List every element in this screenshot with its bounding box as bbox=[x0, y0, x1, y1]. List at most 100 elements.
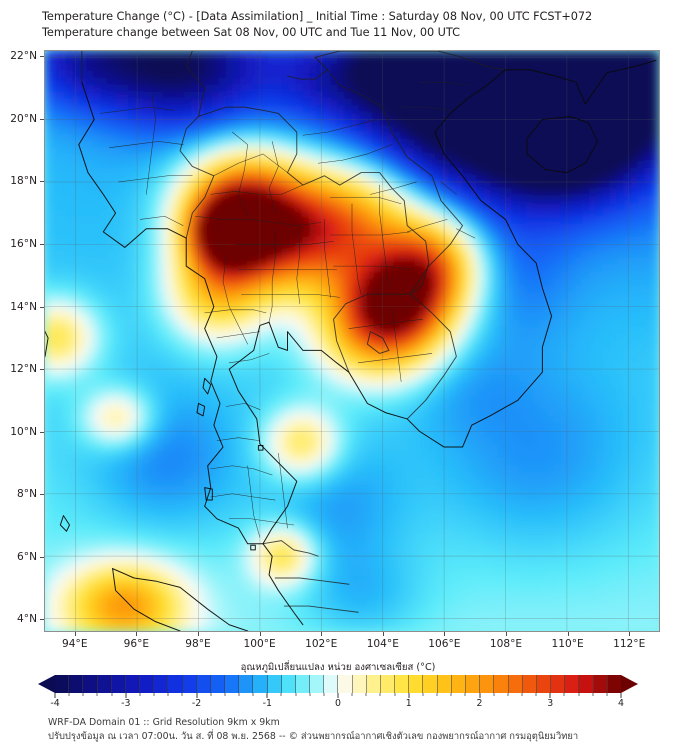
colorbar-major-tick bbox=[125, 693, 127, 698]
th-prov-n3 bbox=[195, 215, 322, 226]
y-axis-label: 12°N bbox=[10, 363, 37, 376]
th-prov-c4 bbox=[222, 256, 248, 345]
viet-prov-1 bbox=[440, 181, 457, 195]
colorbar-major-tick bbox=[549, 693, 551, 698]
colorbar-tick-label: -4 bbox=[50, 698, 60, 709]
th-prov-s7 bbox=[247, 465, 261, 538]
x-axis-label: 98°E bbox=[185, 638, 211, 650]
colorbar-minor-tick bbox=[111, 693, 113, 696]
colorbar-band bbox=[423, 675, 438, 693]
colorbar-band bbox=[154, 675, 169, 693]
colorbar-minor-tick bbox=[139, 693, 141, 696]
temperature-anomaly-heatmap bbox=[45, 51, 659, 631]
mm-prov-2 bbox=[109, 141, 184, 148]
cambodia-vietnam-border bbox=[406, 293, 457, 420]
y-axis-label: 10°N bbox=[10, 425, 37, 438]
colorbar-minor-tick bbox=[309, 693, 311, 696]
mm-prov-3 bbox=[118, 175, 193, 183]
y-axis-label: 16°N bbox=[10, 238, 37, 250]
title-line-1: Temperature Change (°C) - [Data Assimila… bbox=[42, 10, 593, 23]
colorbar-minor-tick bbox=[252, 693, 254, 696]
colorbar-major-tick bbox=[196, 693, 197, 698]
colorbar-minor-tick bbox=[464, 693, 466, 696]
th-prov-e3 bbox=[379, 184, 390, 289]
my-state-1 bbox=[274, 577, 350, 585]
x-axis-tick bbox=[136, 632, 138, 636]
th-prov-c6 bbox=[296, 225, 301, 304]
th-prov-s5 bbox=[210, 493, 276, 501]
x-axis-label: 96°E bbox=[123, 638, 150, 650]
x-axis-label: 106°E bbox=[428, 638, 461, 650]
y-axis-tick bbox=[40, 556, 44, 558]
thailand-malaysia-border bbox=[262, 540, 319, 557]
th-prov-s2 bbox=[225, 403, 261, 410]
langkawi-island bbox=[250, 544, 256, 551]
colorbar-major-tick bbox=[479, 693, 480, 698]
my-state-2 bbox=[283, 605, 359, 613]
colorbar-band bbox=[253, 675, 268, 693]
colorbar-minor-tick bbox=[493, 693, 495, 696]
south-china-coast bbox=[505, 59, 657, 105]
y-axis-label: 4°N bbox=[17, 613, 37, 626]
colorbar-minor-tick bbox=[280, 693, 282, 696]
colorbar-minor-tick bbox=[82, 693, 84, 696]
myanmar-thailand-border bbox=[179, 106, 264, 239]
heatmap-cells bbox=[45, 51, 659, 631]
th-prov-s1 bbox=[228, 353, 270, 364]
y-axis-label: 22°N bbox=[10, 50, 37, 63]
colorbar-minor-tick bbox=[450, 693, 452, 696]
colorbar-minor-tick bbox=[323, 693, 325, 696]
th-prov-e4 bbox=[330, 197, 402, 205]
colorbar-band bbox=[366, 675, 381, 693]
colorbar-band bbox=[196, 675, 211, 693]
colorbar-major-tick bbox=[620, 693, 622, 698]
y-axis-tick bbox=[40, 118, 44, 120]
x-axis-tick bbox=[321, 632, 323, 636]
laos-prov-2 bbox=[317, 144, 393, 164]
colorbar-band bbox=[451, 675, 466, 693]
th-prov-e2 bbox=[351, 203, 362, 295]
myanmar-thailand-west-coast bbox=[78, 81, 304, 626]
colorbar-band bbox=[551, 675, 566, 693]
footer-line-2: ปรับปรุงข้อมูล ณ เวลา 07:00น. วัน ส. ที่… bbox=[48, 731, 579, 742]
colorbar-minor-tick bbox=[96, 693, 98, 696]
viet-prov-4 bbox=[400, 106, 451, 111]
y-axis-label: 20°N bbox=[10, 112, 37, 125]
colorbar-minor-tick bbox=[238, 693, 240, 696]
colorbar-minor-tick bbox=[167, 693, 169, 696]
x-axis-label: 94°E bbox=[62, 638, 88, 650]
th-prov-w1 bbox=[216, 331, 261, 339]
th-prov-e1 bbox=[324, 219, 331, 298]
th-prov-s8 bbox=[278, 452, 288, 529]
y-axis-label: 18°N bbox=[10, 175, 37, 188]
x-axis-tick bbox=[259, 632, 261, 636]
x-axis-label: 102°E bbox=[305, 638, 338, 650]
colorbar-minor-tick bbox=[578, 693, 580, 696]
colorbar-minor-tick bbox=[394, 693, 396, 696]
colorbar-band bbox=[281, 675, 296, 693]
colorbar-band bbox=[324, 675, 339, 693]
colorbar-band bbox=[338, 675, 353, 693]
colorbar-minor-tick bbox=[181, 693, 183, 696]
colorbar-band bbox=[239, 675, 254, 693]
laos-vietnam-border bbox=[314, 56, 464, 295]
colorbar-band bbox=[69, 675, 84, 693]
tonle-sap-lake bbox=[366, 331, 390, 354]
colorbar-band bbox=[352, 675, 367, 693]
colorbar-band bbox=[395, 675, 410, 693]
th-prov-w2 bbox=[204, 309, 267, 314]
colorbar-tick-label: -3 bbox=[121, 698, 131, 709]
x-axis-tick bbox=[198, 632, 199, 636]
colorbar-tick-label: 1 bbox=[405, 698, 412, 709]
colorbar-minor-tick bbox=[436, 693, 438, 696]
x-axis-label: 108°E bbox=[489, 638, 523, 650]
y-axis-label: 6°N bbox=[17, 550, 37, 563]
x-axis-tick bbox=[567, 632, 569, 636]
x-axis-label: 100°E bbox=[243, 638, 276, 650]
colorbar-minor-tick bbox=[521, 693, 523, 696]
map-plot-area bbox=[44, 50, 660, 632]
colorbar-major-tick bbox=[337, 693, 339, 698]
colorbar-band bbox=[465, 675, 481, 693]
th-prov-n4 bbox=[232, 131, 248, 217]
colorbar-band bbox=[125, 675, 141, 693]
